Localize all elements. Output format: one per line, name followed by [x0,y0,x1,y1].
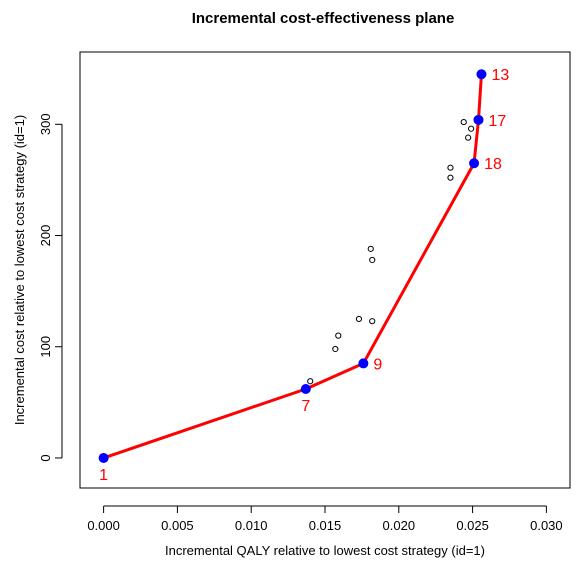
y-axis: 0 100 200 300 [38,113,63,462]
frontier-point-label: 1 [99,467,108,484]
y-tick-label: 200 [38,225,53,247]
frontier-point-label: 17 [488,113,506,130]
frontier-point [358,358,369,369]
frontier-point [469,158,480,169]
dominated-point [465,134,472,141]
x-axis: 0.000 0.005 0.010 0.015 0.020 0.025 0.030 [87,505,563,533]
dominated-point [369,318,376,325]
chart-title: Incremental cost-effectiveness plane [192,10,455,27]
x-axis-label: Incremental QALY relative to lowest cost… [165,543,485,558]
x-tick-label: 0.010 [235,518,268,533]
x-tick-label: 0.025 [456,518,489,533]
x-tick-label: 0.030 [530,518,563,533]
dominated-point [307,378,314,385]
frontier-point [476,69,487,80]
dominated-point [460,118,467,126]
x-tick-label: 0.015 [309,518,342,533]
frontier-point-label: 18 [484,156,502,173]
frontier-point-label: 7 [301,398,310,415]
frontier-point [300,384,311,395]
dominated-point [447,174,454,181]
dominated-points [307,118,475,385]
dominated-point [335,332,342,339]
y-tick-label: 100 [38,336,53,358]
dominated-point [367,245,374,252]
dominated-point [332,345,339,353]
y-tick-label: 300 [38,113,53,135]
frontier-point [473,114,484,125]
dominated-point [355,315,363,323]
x-tick-label: 0.020 [383,518,416,533]
y-tick-label: 0 [38,454,53,461]
y-axis-label: Incremental cost relative to lowest cost… [12,115,27,425]
x-tick-label: 0.000 [87,518,120,533]
frontier-line [103,74,483,460]
frontier-point [98,452,109,463]
plot-area-frame [79,51,571,489]
frontier-point-label: 13 [491,67,509,84]
dominated-point [369,256,376,264]
x-tick-label: 0.005 [161,518,194,533]
dominated-point [468,125,475,132]
frontier-point-label: 9 [373,356,382,373]
dominated-point [447,164,454,171]
